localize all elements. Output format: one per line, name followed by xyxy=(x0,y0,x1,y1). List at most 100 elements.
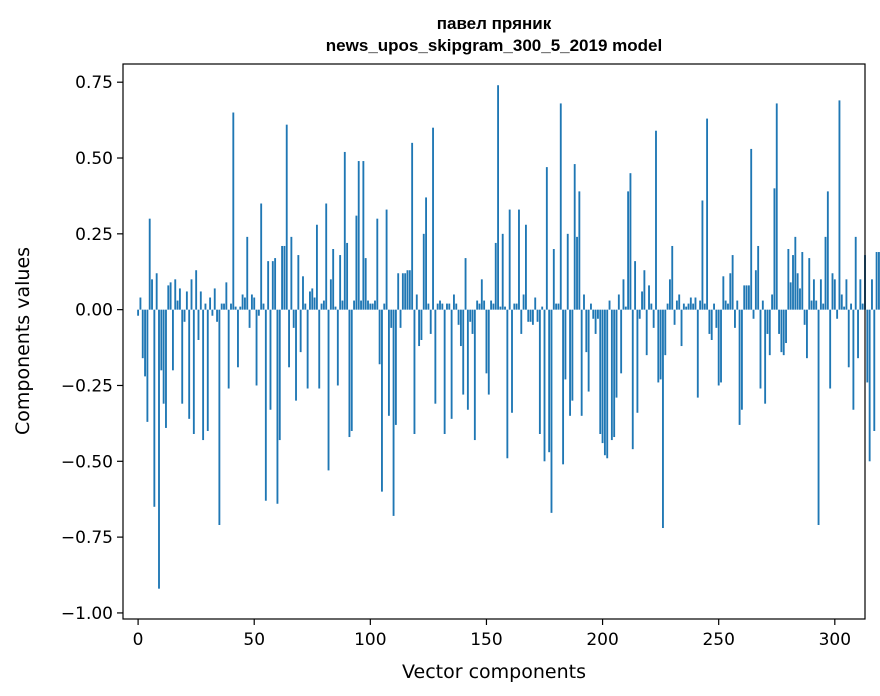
bar xyxy=(485,309,488,374)
bar xyxy=(724,300,727,310)
bar xyxy=(829,309,832,389)
bar xyxy=(167,285,170,310)
bar xyxy=(213,288,216,310)
bar xyxy=(525,224,527,310)
bar xyxy=(195,270,198,310)
bar xyxy=(492,303,495,310)
bar xyxy=(569,309,571,416)
bar xyxy=(476,300,479,310)
chart-title: павел пряник xyxy=(437,14,552,33)
bar xyxy=(169,282,172,310)
bar xyxy=(483,300,486,310)
bar xyxy=(648,285,650,310)
x-tick-label: 300 xyxy=(819,630,851,650)
bar xyxy=(754,270,757,310)
bar xyxy=(248,309,251,328)
chart-subtitle: news_upos_skipgram_300_5_2019 model xyxy=(326,36,662,55)
bar xyxy=(692,303,695,310)
bar xyxy=(571,309,574,401)
bar xyxy=(522,294,525,310)
bar xyxy=(708,309,711,334)
bar xyxy=(699,300,702,310)
bar xyxy=(543,309,546,462)
bar xyxy=(682,303,685,310)
bar xyxy=(833,279,836,310)
y-axis-label: Components values xyxy=(12,247,34,435)
bar xyxy=(627,191,630,310)
bar xyxy=(332,249,335,310)
bar xyxy=(562,309,565,465)
bar xyxy=(404,273,407,310)
bar xyxy=(738,309,741,425)
y-tick-label: 0.50 xyxy=(75,149,113,169)
bar xyxy=(641,291,643,310)
bar xyxy=(499,306,502,310)
bar xyxy=(703,303,706,310)
bar xyxy=(494,242,497,310)
bar xyxy=(313,297,316,310)
bar xyxy=(606,309,609,459)
bar xyxy=(376,218,379,310)
bar xyxy=(174,279,177,310)
bar xyxy=(309,291,311,310)
bar xyxy=(448,303,451,310)
bar xyxy=(747,285,750,310)
bar xyxy=(601,309,604,444)
bar xyxy=(671,245,674,310)
bar xyxy=(381,309,383,492)
bar xyxy=(555,303,558,310)
bar xyxy=(752,309,755,319)
bar xyxy=(603,309,606,456)
bar xyxy=(799,288,801,310)
bar xyxy=(432,127,434,310)
bar xyxy=(634,261,637,310)
bar xyxy=(506,309,509,459)
bar xyxy=(453,294,455,310)
bar xyxy=(160,309,163,371)
bar xyxy=(622,279,625,310)
bar xyxy=(534,297,537,310)
bar xyxy=(292,309,295,328)
bar xyxy=(334,306,337,310)
bar xyxy=(838,100,841,310)
bar xyxy=(548,309,551,453)
bar xyxy=(650,303,653,310)
bar xyxy=(775,103,778,310)
bar xyxy=(717,309,720,386)
bar xyxy=(822,303,825,310)
bar xyxy=(706,118,709,310)
bar xyxy=(852,309,855,410)
bar xyxy=(269,309,272,410)
bar xyxy=(211,309,214,316)
bar xyxy=(239,306,242,310)
bar xyxy=(357,161,360,310)
bar xyxy=(255,309,258,386)
bar xyxy=(787,249,790,310)
bar xyxy=(297,255,300,310)
bar xyxy=(597,309,599,319)
bar xyxy=(378,309,381,365)
x-axis-label: Vector components xyxy=(402,661,586,683)
bar xyxy=(771,294,774,310)
bar xyxy=(146,309,149,422)
bar xyxy=(673,309,676,325)
bar xyxy=(840,294,843,310)
bar xyxy=(559,103,562,310)
bar xyxy=(390,309,393,328)
bar xyxy=(199,291,202,310)
bar xyxy=(383,303,386,310)
bar xyxy=(511,309,513,413)
bar xyxy=(720,309,722,383)
bar xyxy=(192,309,195,434)
bar xyxy=(796,273,799,310)
bar xyxy=(336,309,339,386)
bar xyxy=(360,300,362,310)
bar xyxy=(578,191,581,310)
bar xyxy=(478,303,481,310)
bar xyxy=(538,309,541,434)
bar xyxy=(497,85,499,310)
bar xyxy=(801,252,804,310)
bar xyxy=(826,191,829,310)
bar xyxy=(427,303,430,310)
bar xyxy=(782,309,785,356)
